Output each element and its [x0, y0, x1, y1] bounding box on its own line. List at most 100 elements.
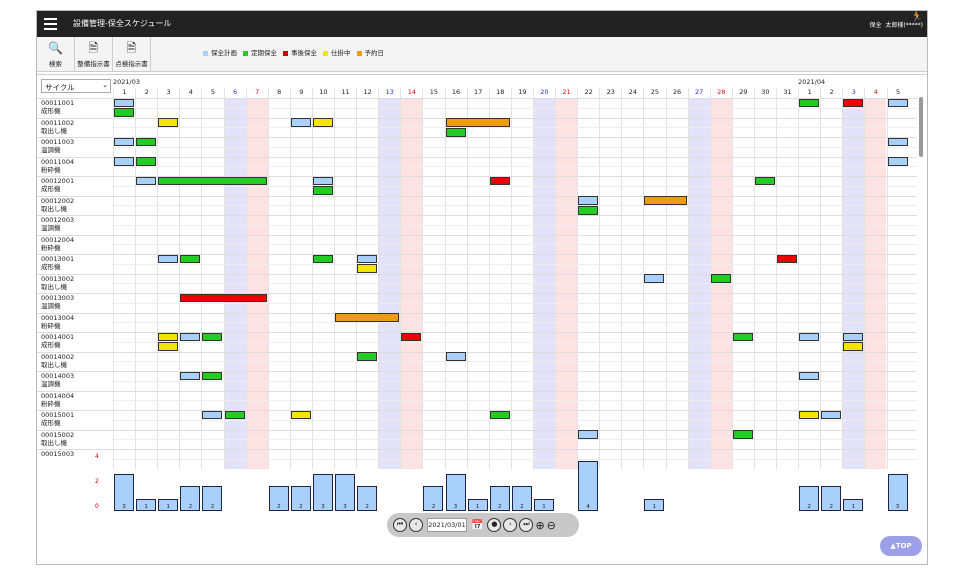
equipment-label[interactable]: 00013002 取出し機	[41, 275, 74, 291]
equipment-label[interactable]: 00011002 取出し機	[41, 119, 74, 135]
day-header[interactable]: 21	[555, 88, 577, 98]
day-header[interactable]: 23	[599, 88, 621, 98]
prev-icon[interactable]: ‹	[409, 518, 423, 532]
day-header[interactable]: 17	[466, 88, 489, 98]
schedule-bar-plan[interactable]	[578, 196, 599, 205]
zoom-out-icon[interactable]: ⊖	[546, 518, 556, 532]
equipment-label[interactable]: 00011003 温調機	[41, 138, 74, 154]
day-header[interactable]: 26	[665, 88, 688, 98]
day-header[interactable]: 3	[157, 88, 179, 98]
day-header[interactable]: 14	[400, 88, 422, 98]
equipment-label[interactable]: 00011001 成形機	[41, 99, 74, 115]
day-header[interactable]: 5	[201, 88, 223, 98]
day-header[interactable]: 19	[510, 88, 533, 98]
schedule-bar-wip[interactable]	[158, 332, 179, 342]
day-header[interactable]: 4	[864, 88, 886, 98]
schedule-bar-regular[interactable]	[799, 98, 820, 108]
day-header[interactable]: 11	[334, 88, 356, 98]
search-button[interactable]: 🔍 検索	[37, 37, 75, 72]
equipment-label[interactable]: 00012001 成形機	[41, 177, 74, 193]
schedule-bar-plan[interactable]	[290, 118, 311, 127]
schedule-bar-plan[interactable]	[114, 157, 135, 166]
zoom-in-icon[interactable]: ⊕	[535, 518, 545, 532]
day-header[interactable]: 8	[267, 88, 290, 98]
schedule-bar-plan[interactable]	[887, 137, 908, 147]
schedule-bar-plan[interactable]	[843, 332, 864, 342]
equipment-label[interactable]: 00014003 温調機	[41, 372, 74, 388]
schedule-bar-plan[interactable]	[180, 371, 201, 381]
day-header[interactable]: 29	[731, 88, 754, 98]
schedule-bar-reserve[interactable]	[335, 313, 400, 322]
schedule-bar-plan[interactable]	[158, 254, 179, 264]
last-page-icon[interactable]: ⏭	[519, 518, 534, 532]
day-header[interactable]: 12	[356, 88, 378, 98]
schedule-bar-reserve[interactable]	[644, 196, 687, 205]
schedule-bar-wip[interactable]	[843, 342, 864, 351]
day-header[interactable]: 30	[753, 88, 776, 98]
equipment-label[interactable]: 00013003 温調機	[41, 294, 74, 310]
day-header[interactable]: 25	[643, 88, 665, 98]
schedule-bar-plan[interactable]	[821, 410, 842, 420]
day-header[interactable]: 15	[422, 88, 444, 98]
top-button[interactable]: ▲TOP	[880, 536, 922, 556]
schedule-bar-plan[interactable]	[114, 98, 135, 108]
schedule-bar-regular[interactable]	[312, 254, 333, 264]
schedule-bar-regular[interactable]	[578, 205, 599, 215]
schedule-bar-regular[interactable]	[202, 371, 223, 381]
schedule-bar-regular[interactable]	[180, 254, 201, 264]
day-header[interactable]: 24	[621, 88, 643, 98]
user-info[interactable]: 🏃 保全 太郎様(*****)	[869, 13, 923, 30]
equipment-label[interactable]: 00013001 成形機	[41, 255, 74, 271]
schedule-bar-plan[interactable]	[445, 352, 466, 361]
day-header[interactable]: 1	[113, 88, 135, 98]
cycle-select[interactable]: サイクル ⌄	[41, 79, 111, 93]
schedule-bar-regular[interactable]	[357, 352, 378, 361]
schedule-bar-regular[interactable]	[136, 157, 157, 166]
schedule-bar-wip[interactable]	[158, 118, 179, 127]
day-header[interactable]: 20	[532, 88, 555, 98]
day-header[interactable]: 13	[378, 88, 400, 98]
schedule-bar-wip[interactable]	[357, 264, 378, 273]
schedule-bar-plan[interactable]	[136, 176, 157, 186]
day-header[interactable]: 1	[798, 88, 820, 98]
schedule-bar-regular[interactable]	[114, 108, 135, 117]
day-header[interactable]: 2	[135, 88, 157, 98]
schedule-bar-plan[interactable]	[114, 137, 135, 147]
next-icon[interactable]: ›	[503, 518, 518, 532]
day-header[interactable]: 9	[289, 88, 312, 98]
equipment-label[interactable]: 00014002 取出し機	[41, 353, 74, 369]
equipment-label[interactable]: 00012002 取出し機	[41, 197, 74, 213]
date-field[interactable]: 2021/03/01	[427, 518, 467, 532]
equipment-label[interactable]: 00015002 取出し機	[41, 431, 74, 447]
schedule-bar-reserve[interactable]	[445, 118, 510, 127]
menu-icon[interactable]	[37, 11, 63, 37]
schedule-bar-regular[interactable]	[158, 176, 267, 186]
equipment-label[interactable]: 00014004 粉砕機	[41, 392, 74, 408]
schedule-bar-plan[interactable]	[799, 371, 820, 381]
schedule-bar-regular[interactable]	[202, 332, 223, 342]
equipment-label[interactable]: 00013004 粉砕機	[41, 314, 74, 330]
schedule-bar-regular[interactable]	[710, 274, 731, 283]
day-header[interactable]: 2	[820, 88, 842, 98]
schedule-bar-post[interactable]	[401, 332, 422, 342]
schedule-bar-wip[interactable]	[158, 342, 179, 351]
maint-order-button[interactable]: 🗎 整備指示書	[75, 37, 113, 72]
equipment-label[interactable]: 00012004 粉砕機	[41, 236, 74, 252]
equipment-label[interactable]: 00014001 成形機	[41, 333, 74, 349]
schedule-bar-plan[interactable]	[887, 157, 908, 166]
vertical-scrollbar[interactable]	[919, 97, 923, 157]
today-icon[interactable]: ●	[487, 518, 502, 532]
schedule-bar-post[interactable]	[843, 98, 864, 108]
schedule-bar-regular[interactable]	[445, 127, 466, 137]
day-header[interactable]: 6	[223, 88, 246, 98]
schedule-bar-plan[interactable]	[887, 98, 908, 108]
day-header[interactable]: 18	[488, 88, 511, 98]
schedule-bar-post[interactable]	[777, 254, 798, 264]
inspect-order-button[interactable]: 🗎 点検指示書	[113, 37, 151, 72]
day-header[interactable]: 3	[842, 88, 864, 98]
equipment-label[interactable]: 00012003 温調機	[41, 216, 74, 232]
schedule-bar-plan[interactable]	[644, 274, 665, 283]
schedule-bar-regular[interactable]	[732, 430, 753, 439]
day-header[interactable]: 16	[444, 88, 467, 98]
schedule-bar-regular[interactable]	[224, 410, 245, 420]
